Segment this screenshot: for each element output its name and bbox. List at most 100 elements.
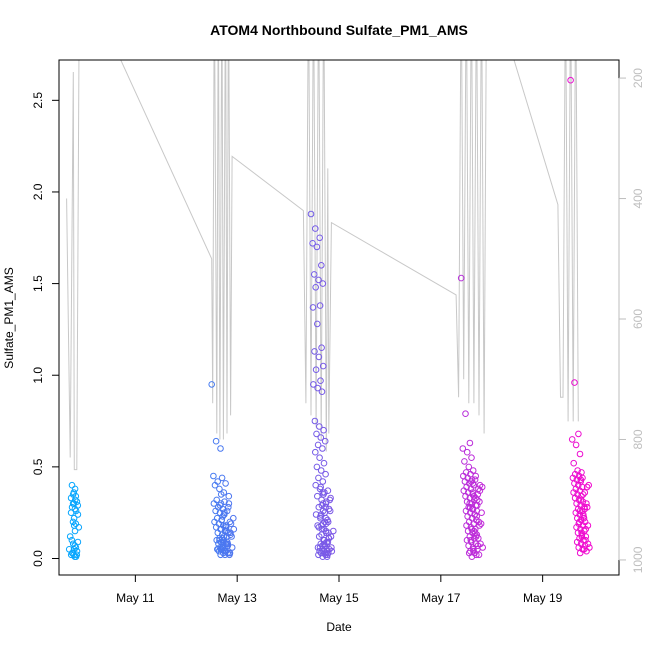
data-point bbox=[72, 544, 80, 551]
data-point bbox=[322, 470, 329, 478]
data-point bbox=[459, 445, 467, 452]
data-point bbox=[567, 76, 574, 84]
data-point bbox=[319, 489, 327, 496]
data-point bbox=[73, 551, 81, 559]
data-point bbox=[213, 536, 220, 544]
data-point bbox=[473, 502, 481, 509]
data-point bbox=[217, 491, 225, 498]
data-point bbox=[314, 441, 322, 449]
data-point bbox=[318, 388, 326, 396]
x-tick-label: May 13 bbox=[218, 591, 258, 605]
data-point bbox=[221, 509, 228, 517]
data-point bbox=[319, 500, 327, 507]
data-point bbox=[225, 500, 233, 507]
data-point bbox=[319, 362, 327, 370]
data-point bbox=[316, 234, 324, 242]
data-point bbox=[314, 544, 322, 551]
right-tick-label: 200 bbox=[631, 68, 645, 88]
data-point bbox=[221, 547, 229, 555]
data-point bbox=[71, 496, 79, 504]
data-point bbox=[314, 384, 322, 392]
right-tick-label: 600 bbox=[631, 309, 645, 329]
data-point bbox=[328, 544, 335, 551]
data-point bbox=[212, 507, 219, 515]
data-point bbox=[475, 535, 482, 542]
data-point bbox=[326, 507, 334, 515]
data-point bbox=[71, 553, 79, 561]
data-point bbox=[315, 551, 322, 559]
data-point bbox=[317, 483, 325, 491]
data-point bbox=[74, 502, 82, 509]
data-point bbox=[474, 491, 482, 498]
data-point bbox=[470, 492, 478, 500]
data-point bbox=[467, 536, 475, 544]
data-point bbox=[317, 511, 325, 518]
data-point bbox=[68, 536, 76, 544]
data-point bbox=[313, 243, 321, 251]
data-point bbox=[222, 522, 230, 529]
data-point bbox=[319, 280, 327, 287]
data-point bbox=[224, 540, 232, 548]
data-point bbox=[319, 445, 326, 452]
y-tick-label: 0.5 bbox=[31, 458, 45, 475]
data-point bbox=[317, 467, 325, 474]
data-point bbox=[222, 480, 229, 487]
data-point bbox=[72, 520, 80, 528]
data-point bbox=[330, 527, 337, 535]
data-point bbox=[575, 430, 582, 438]
data-point bbox=[216, 502, 224, 509]
data-point bbox=[471, 511, 478, 518]
right-tick-label: 800 bbox=[631, 429, 645, 449]
data-point bbox=[576, 450, 584, 458]
data-point bbox=[476, 522, 483, 529]
data-point bbox=[316, 302, 324, 309]
data-point bbox=[581, 505, 589, 513]
data-point bbox=[581, 489, 589, 496]
data-point bbox=[230, 514, 237, 522]
data-point bbox=[328, 547, 336, 555]
gray-trace-line bbox=[66, 60, 579, 471]
data-point bbox=[218, 516, 225, 524]
data-point bbox=[586, 544, 593, 551]
data-point bbox=[470, 527, 478, 535]
data-point bbox=[321, 437, 329, 445]
data-point bbox=[212, 437, 220, 445]
data-point bbox=[572, 441, 580, 449]
data-point bbox=[568, 436, 576, 443]
y-axis: 0.0 0.5 1.0 1.5 2.0 2.5 bbox=[31, 92, 59, 567]
data-point bbox=[472, 494, 479, 502]
data-point bbox=[68, 481, 76, 489]
data-point bbox=[322, 520, 330, 528]
y-tick-label: 2.5 bbox=[31, 92, 45, 109]
data-point bbox=[576, 549, 584, 557]
data-point bbox=[469, 505, 476, 513]
y-axis-label: Sulfate_PM1_AMS bbox=[2, 267, 16, 368]
data-point bbox=[570, 459, 578, 467]
y-tick-label: 1.0 bbox=[31, 367, 45, 384]
data-point bbox=[577, 476, 585, 484]
data-point bbox=[582, 536, 589, 544]
data-point bbox=[318, 262, 325, 269]
data-point bbox=[577, 496, 585, 504]
data-point bbox=[478, 509, 485, 517]
data-point bbox=[470, 546, 477, 553]
data-point bbox=[324, 551, 331, 559]
data-point bbox=[466, 500, 474, 507]
data-point bbox=[583, 483, 591, 491]
data-point bbox=[307, 210, 315, 218]
data-point bbox=[472, 472, 480, 480]
data-point bbox=[585, 481, 593, 489]
data-point bbox=[571, 379, 578, 386]
data-point bbox=[462, 410, 469, 418]
data-point bbox=[457, 274, 465, 282]
data-point bbox=[477, 520, 485, 528]
data-point bbox=[317, 377, 324, 385]
data-point bbox=[72, 492, 80, 500]
x-tick-label: May 17 bbox=[421, 591, 461, 605]
data-point bbox=[312, 284, 320, 291]
data-point bbox=[228, 533, 235, 540]
plot-frame bbox=[58, 59, 620, 576]
data-point bbox=[316, 423, 323, 430]
data-point bbox=[465, 549, 473, 557]
